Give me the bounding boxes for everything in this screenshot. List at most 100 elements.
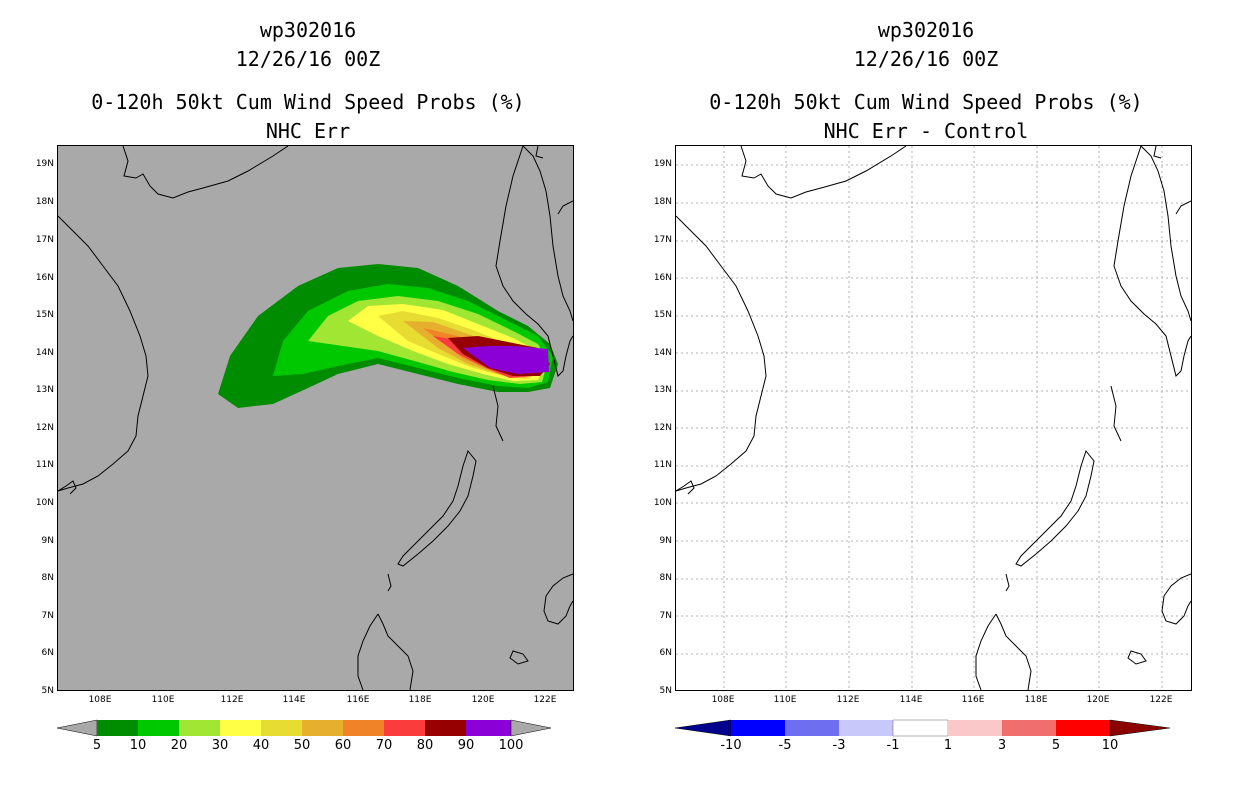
left-colorbar-label: 80 <box>416 738 434 753</box>
right-datetime: 12/26/16 00Z <box>853 47 999 71</box>
right-lat-label: 9N <box>659 536 672 546</box>
coastlines <box>676 146 1191 690</box>
left-lat-label: 13N <box>35 385 54 395</box>
left-colorbar-label: 5 <box>92 738 102 753</box>
right-colorbar-label: 10 <box>1101 738 1119 753</box>
right-lon-label: 108E <box>711 695 735 705</box>
right-lon-label: 122E <box>1149 695 1173 705</box>
right-lat-label: 17N <box>653 235 672 245</box>
left-lon-label: 116E <box>346 695 370 705</box>
right-colorbar-label: -1 <box>886 738 900 753</box>
right-lon-label: 114E <box>899 695 923 705</box>
left-datetime: 12/26/16 00Z <box>235 47 381 71</box>
right-lat-label: 10N <box>653 498 672 508</box>
right-colorbar-bin <box>1056 720 1110 736</box>
right-lat-label: 7N <box>659 611 672 621</box>
right-lat-label: 11N <box>653 460 672 470</box>
right-lat-label: 6N <box>659 648 672 658</box>
left-product-title: 0-120h 50kt Cum Wind Speed Probs (%) <box>91 90 525 114</box>
right-colorbar-bin <box>948 720 1002 736</box>
left-colorbar-bin <box>179 720 220 736</box>
right-colorbar-bin <box>785 720 839 736</box>
right-colorbar-label: -5 <box>778 738 792 753</box>
left-lat-label: 16N <box>35 273 54 283</box>
left-lat-label: 14N <box>35 348 54 358</box>
right-lat-label: 13N <box>653 385 672 395</box>
right-colorbar-label: 5 <box>1051 738 1061 753</box>
left-subtitle: NHC Err <box>265 119 351 143</box>
right-storm-id: wp302016 <box>877 18 975 42</box>
right-lon-label: 112E <box>836 695 860 705</box>
left-colorbar-label: 70 <box>375 738 393 753</box>
right-lon-label: 118E <box>1024 695 1048 705</box>
left-lon-label: 110E <box>151 695 175 705</box>
left-colorbar-label: 30 <box>211 738 229 753</box>
left-lon-label: 114E <box>282 695 306 705</box>
left-colorbar-label: 10 <box>129 738 147 753</box>
right-lat-label: 5N <box>659 686 672 696</box>
right-colorbar-label: 3 <box>997 738 1007 753</box>
coastlines <box>58 146 573 690</box>
left-colorbar-label: 60 <box>334 738 352 753</box>
right-colorbar-high-arrow <box>1109 719 1171 737</box>
left-colorbar-bin <box>343 720 384 736</box>
right-lat-label: 16N <box>653 273 672 283</box>
left-colorbar-bin <box>384 720 425 736</box>
left-lat-label: 8N <box>41 573 54 583</box>
left-colorbar-label: 90 <box>457 738 475 753</box>
left-lon-label: 112E <box>220 695 244 705</box>
left-lon-label: 108E <box>88 695 112 705</box>
right-map-svg <box>676 146 1191 690</box>
left-lat-label: 15N <box>35 310 54 320</box>
left-colorbar-bin <box>97 720 138 736</box>
left-storm-id: wp302016 <box>259 18 357 42</box>
right-lon-label: 120E <box>1086 695 1110 705</box>
right-colorbar-bin <box>839 720 893 736</box>
left-lat-label: 11N <box>35 460 54 470</box>
left-lon-label: 122E <box>533 695 557 705</box>
left-lat-label: 7N <box>41 611 54 621</box>
right-lat-label: 14N <box>653 348 672 358</box>
left-colorbar-label: 20 <box>170 738 188 753</box>
right-product-title: 0-120h 50kt Cum Wind Speed Probs (%) <box>709 90 1143 114</box>
left-colorbar-bin <box>466 720 511 736</box>
right-lon-label: 110E <box>773 695 797 705</box>
right-colorbar-label: 1 <box>943 738 953 753</box>
right-colorbar-bin <box>892 719 949 737</box>
right-colorbar-label: -3 <box>832 738 846 753</box>
left-colorbar-bin <box>261 720 302 736</box>
left-colorbar <box>57 719 552 737</box>
right-lat-label: 19N <box>653 159 672 169</box>
left-map-svg <box>58 146 573 690</box>
right-map <box>675 145 1192 691</box>
left-colorbar-bin <box>138 720 179 736</box>
left-map <box>57 145 574 691</box>
left-colorbar-bin <box>220 720 261 736</box>
left-lat-label: 18N <box>35 197 54 207</box>
left-colorbar-high-arrow <box>510 719 552 737</box>
left-colorbar-bin <box>425 720 466 736</box>
left-colorbar-bin <box>302 720 343 736</box>
right-lat-label: 18N <box>653 197 672 207</box>
left-colorbar-label: 40 <box>252 738 270 753</box>
left-colorbar-low-arrow <box>57 719 98 737</box>
right-colorbar-bin <box>1002 720 1056 736</box>
right-colorbar-label: -10 <box>720 738 742 753</box>
left-lat-label: 9N <box>41 536 54 546</box>
right-lat-label: 12N <box>653 423 672 433</box>
probability-swath <box>218 264 558 408</box>
left-lat-label: 6N <box>41 648 54 658</box>
right-lon-label: 116E <box>961 695 985 705</box>
left-colorbar-label: 100 <box>498 738 524 753</box>
right-colorbar-bin <box>731 720 785 736</box>
right-subtitle: NHC Err - Control <box>823 119 1029 143</box>
right-colorbar <box>675 719 1171 737</box>
left-lat-label: 17N <box>35 235 54 245</box>
left-lon-label: 118E <box>408 695 432 705</box>
left-lat-label: 10N <box>35 498 54 508</box>
right-lat-label: 15N <box>653 310 672 320</box>
left-lat-label: 19N <box>35 159 54 169</box>
right-colorbar-low-arrow <box>675 719 732 737</box>
gridlines <box>676 146 1191 690</box>
left-lat-label: 12N <box>35 423 54 433</box>
